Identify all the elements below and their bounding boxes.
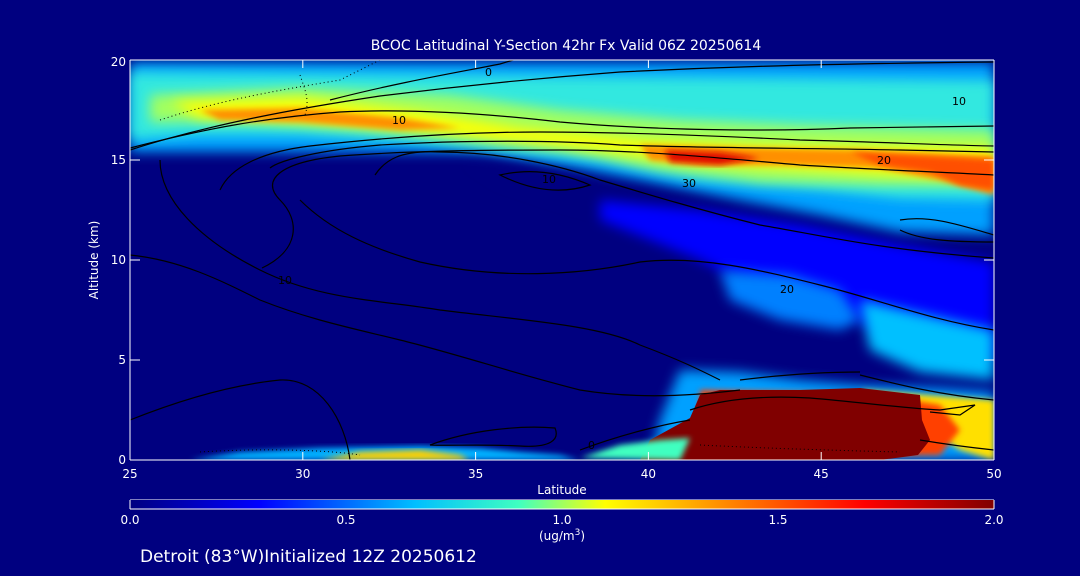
- contour-labels: 0 10 10 20 30 10 20 10 0: [278, 66, 966, 452]
- colorbar-units-exponent: 3: [575, 528, 581, 538]
- colorbar-units-base: (ug/m: [539, 529, 575, 543]
- contour-label: 10: [952, 95, 966, 108]
- colorbar-tick: 2.0: [984, 513, 1003, 527]
- y-tick-label: 20: [111, 55, 126, 69]
- x-tick-label: 35: [468, 467, 483, 481]
- y-tick-label: 15: [111, 153, 126, 167]
- contour-label: 20: [780, 283, 794, 296]
- x-tick-label: 45: [814, 467, 829, 481]
- x-tick-label: 50: [986, 467, 1001, 481]
- footer-text: Detroit (83°W)Initialized 12Z 20250612: [140, 547, 477, 567]
- colorbar-units-close: ): [580, 529, 585, 543]
- x-tick-label: 25: [122, 467, 137, 481]
- contour-label: 10: [542, 173, 556, 186]
- contour-label: 10: [278, 274, 292, 287]
- y-axis-label: Altitude (km): [87, 221, 101, 300]
- x-tick-label: 40: [641, 467, 656, 481]
- colorbar-units: (ug/m3): [539, 528, 585, 543]
- colorbar-gradient: [130, 500, 994, 509]
- contour-label: 10: [392, 114, 406, 127]
- x-tick-labels: 25 30 35 40 45 50: [122, 467, 1001, 481]
- colorbar-tick: 1.0: [552, 513, 571, 527]
- contour-label: 30: [682, 177, 696, 190]
- y-tick-labels: 0 5 10 15 20: [111, 55, 126, 467]
- contour-lines: [130, 60, 994, 460]
- y-tick-label: 5: [118, 353, 126, 367]
- heatmap-field: [130, 62, 994, 460]
- x-axis-label: Latitude: [537, 483, 586, 497]
- tick-marks: [129, 59, 995, 461]
- x-tick-label: 30: [295, 467, 310, 481]
- contour-label: 20: [877, 154, 891, 167]
- colorbar: 0.0 0.5 1.0 1.5 2.0 (ug/m3): [120, 499, 1004, 543]
- chart-title: BCOC Latitudinal Y-Section 42hr Fx Valid…: [371, 38, 762, 54]
- contour-label: 0: [588, 439, 595, 452]
- contour-label: 0: [485, 66, 492, 79]
- colorbar-tick: 0.5: [336, 513, 355, 527]
- y-tick-label: 0: [118, 453, 126, 467]
- colorbar-tick: 0.0: [120, 513, 139, 527]
- colorbar-tick: 1.5: [768, 513, 787, 527]
- y-tick-label: 10: [111, 253, 126, 267]
